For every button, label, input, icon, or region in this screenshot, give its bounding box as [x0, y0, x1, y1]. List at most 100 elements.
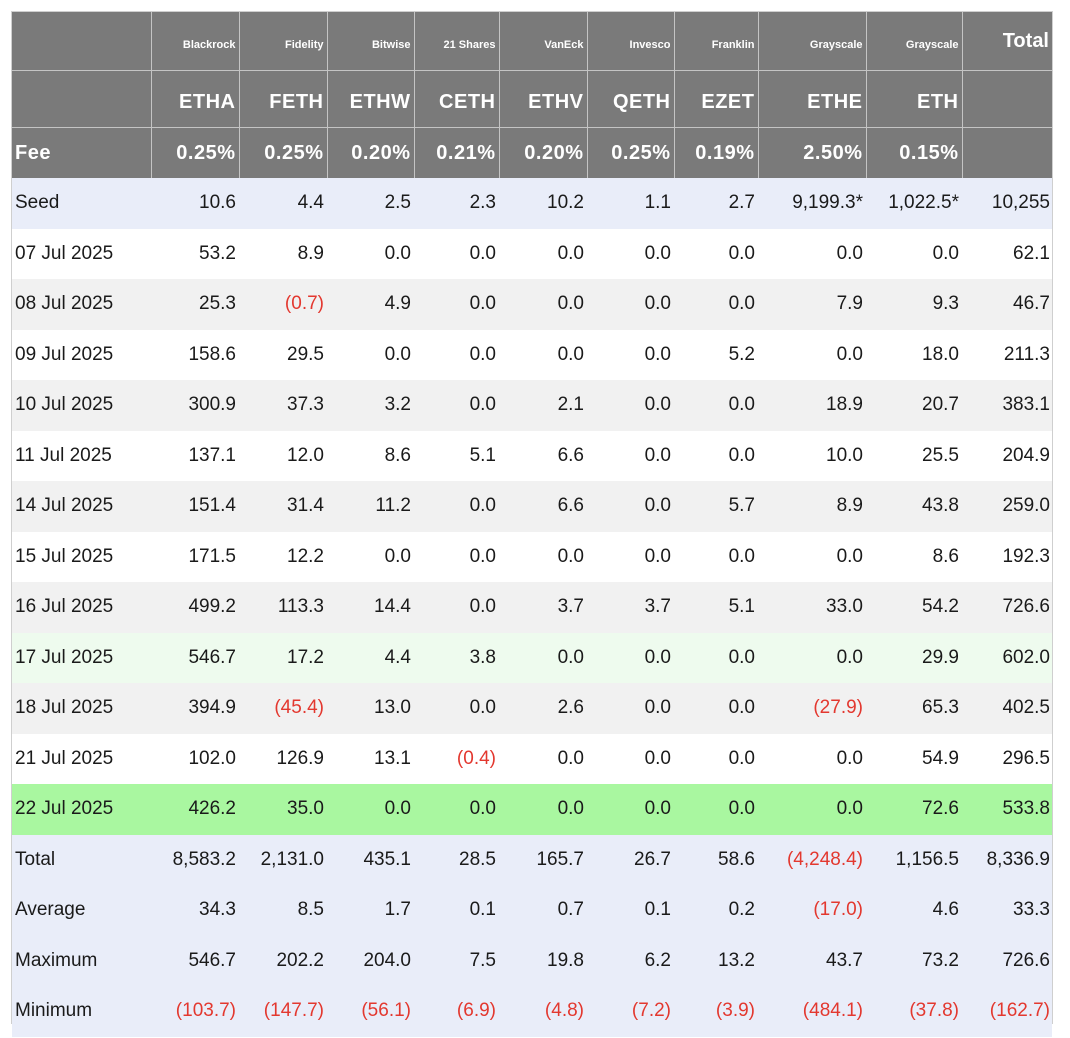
flow-cell: 0.0 — [866, 228, 962, 279]
ticker-header: ETHW — [327, 70, 415, 128]
flow-cell: 300.9 — [151, 380, 239, 431]
row-label: 08 Jul 2025 — [12, 279, 151, 330]
flow-cell: 0.0 — [327, 531, 414, 582]
flow-cell: 0.0 — [674, 784, 758, 835]
table-row: 10 Jul 2025 300.9 37.3 3.2 0.0 2.1 0.0 0.0 18.9 2… — [12, 380, 1052, 431]
seed-row: Seed 10.6 4.4 2.5 2.3 10.2 1.1 2.7 9,199.3* 1,022… — [12, 178, 1052, 229]
fee-cell: 0.15% — [866, 127, 963, 178]
row-label: 14 Jul 2025 — [12, 481, 151, 532]
flow-cell: 9,199.3* — [758, 178, 866, 229]
flow-cell: 0.0 — [587, 784, 674, 835]
row-label: Seed — [12, 178, 151, 229]
flow-cell: 8.9 — [758, 481, 866, 532]
flow-cell: 6.6 — [499, 430, 587, 481]
ticker-row: ETHA FETH ETHW CETH ETHV QETH EZET ETHE … — [12, 70, 1052, 128]
row-label: Total — [12, 834, 151, 885]
flow-cell: 7.5 — [414, 935, 499, 986]
table-row: 11 Jul 2025 137.1 12.0 8.6 5.1 6.6 0.0 0.0 10.0 2… — [12, 430, 1052, 481]
flow-cell: 58.6 — [674, 834, 758, 885]
summary-row: Minimum (103.7) (147.7) (56.1) (6.9) (4.8) (7.… — [12, 986, 1052, 1037]
flow-cell: 0.7 — [499, 885, 587, 936]
flow-cell: 0.1 — [414, 885, 499, 936]
row-total-cell: 726.6 — [962, 582, 1052, 633]
flow-cell: 137.1 — [151, 430, 239, 481]
flow-cell: 54.9 — [866, 733, 962, 784]
flow-cell: 33.0 — [758, 582, 866, 633]
row-label: 10 Jul 2025 — [12, 380, 151, 431]
flow-cell: 65.3 — [866, 683, 962, 734]
row-total-cell: 259.0 — [962, 481, 1052, 532]
flow-cell: 53.2 — [151, 228, 239, 279]
flow-cell: 0.0 — [499, 784, 587, 835]
flow-cell: 1.7 — [327, 885, 414, 936]
flow-cell: 204.0 — [327, 935, 414, 986]
table-header: Blackrock Fidelity Bitwise 21 Shares Van… — [12, 12, 1052, 178]
flow-cell: 6.2 — [587, 935, 674, 986]
flow-cell: 0.0 — [587, 683, 674, 734]
fee-cell: 0.20% — [499, 127, 588, 178]
table-row: 21 Jul 2025 102.0 126.9 13.1 (0.4) 0.0 0.0 0.0 0… — [12, 733, 1052, 784]
flow-cell: 10.6 — [151, 178, 239, 229]
flow-cell: 0.0 — [758, 329, 866, 380]
flow-cell: 28.5 — [414, 834, 499, 885]
row-total-cell: 10,255 — [962, 178, 1052, 229]
flow-cell: 546.7 — [151, 935, 239, 986]
flow-cell: 102.0 — [151, 733, 239, 784]
row-label: 15 Jul 2025 — [12, 531, 151, 582]
flow-cell: 151.4 — [151, 481, 239, 532]
flow-cell: 0.0 — [587, 531, 674, 582]
flow-cell: 1.1 — [587, 178, 674, 229]
flow-cell: 5.1 — [674, 582, 758, 633]
table-row: 09 Jul 2025 158.6 29.5 0.0 0.0 0.0 0.0 5.2 0.0 18… — [12, 329, 1052, 380]
row-label: 22 Jul 2025 — [12, 784, 151, 835]
row-total-cell: (162.7) — [962, 986, 1052, 1037]
flow-cell: 19.8 — [499, 935, 587, 986]
flow-cell: 29.5 — [239, 329, 327, 380]
flow-cell: 0.0 — [674, 430, 758, 481]
flow-cell: (37.8) — [866, 986, 962, 1037]
row-label: 09 Jul 2025 — [12, 329, 151, 380]
row-total-cell: 383.1 — [962, 380, 1052, 431]
flow-cell: 26.7 — [587, 834, 674, 885]
ticker-header: ETH — [866, 70, 963, 128]
flow-cell: 5.2 — [674, 329, 758, 380]
etf-flow-table: Blackrock Fidelity Bitwise 21 Shares Van… — [12, 12, 1052, 1037]
flow-cell: 0.0 — [499, 733, 587, 784]
flow-cell: 2.7 — [674, 178, 758, 229]
flow-cell: 0.0 — [499, 531, 587, 582]
issuer-row: Blackrock Fidelity Bitwise 21 Shares Van… — [12, 12, 1052, 71]
flow-cell: 0.0 — [499, 279, 587, 330]
flow-cell: 0.0 — [499, 632, 587, 683]
flow-cell: 8,583.2 — [151, 834, 239, 885]
flow-cell: 0.0 — [674, 228, 758, 279]
flow-cell: 0.0 — [587, 228, 674, 279]
flow-cell: 4.4 — [239, 178, 327, 229]
flow-cell: 2,131.0 — [239, 834, 327, 885]
fee-cell: 0.25% — [239, 127, 328, 178]
issuer-header: Invesco — [587, 12, 675, 71]
flow-cell: (147.7) — [239, 986, 327, 1037]
flow-cell: 43.8 — [866, 481, 962, 532]
ticker-header: ETHA — [151, 70, 240, 128]
flow-cell: 73.2 — [866, 935, 962, 986]
row-label: 11 Jul 2025 — [12, 430, 151, 481]
row-total-cell: 726.6 — [962, 935, 1052, 986]
flow-cell: 0.0 — [414, 531, 499, 582]
flow-cell: 0.0 — [327, 784, 414, 835]
fee-row-label: Fee — [12, 127, 152, 178]
ticker-header: QETH — [587, 70, 675, 128]
flow-cell: 126.9 — [239, 733, 327, 784]
issuer-header: Bitwise — [327, 12, 415, 71]
row-total-cell: 533.8 — [962, 784, 1052, 835]
row-total-cell: 211.3 — [962, 329, 1052, 380]
table-row: 22 Jul 2025 426.2 35.0 0.0 0.0 0.0 0.0 0.0 0.0 72… — [12, 784, 1052, 835]
flow-cell: 0.0 — [414, 228, 499, 279]
flow-cell: 5.7 — [674, 481, 758, 532]
flow-cell: 202.2 — [239, 935, 327, 986]
flow-cell: 0.0 — [587, 329, 674, 380]
flow-cell: 43.7 — [758, 935, 866, 986]
flow-cell: 25.5 — [866, 430, 962, 481]
flow-cell: 0.0 — [587, 481, 674, 532]
flow-cell: 0.0 — [414, 683, 499, 734]
flow-cell: 6.6 — [499, 481, 587, 532]
